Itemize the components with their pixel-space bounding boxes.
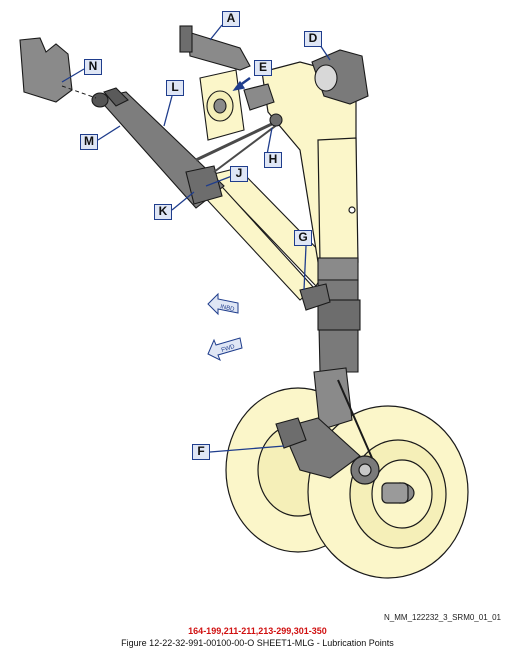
- callout-e: E: [254, 60, 272, 76]
- callout-leaders: [61, 24, 331, 453]
- leader-d: [319, 44, 331, 61]
- leader-j: [205, 175, 233, 187]
- inbd-arrow-label: INBD: [220, 304, 236, 313]
- callout-k: K: [154, 204, 172, 220]
- actuator-bracket: [185, 165, 223, 205]
- callout-m: M: [80, 134, 98, 150]
- leader-f: [209, 445, 285, 453]
- leader-m: [97, 125, 121, 141]
- inbd-arrow-shape: [207, 292, 239, 316]
- actuator-end-fitting: [91, 92, 109, 108]
- callout-f: F: [192, 444, 210, 460]
- fwd-pintle-flange: [179, 25, 193, 53]
- shock-strut: [275, 257, 373, 479]
- brake-hub-center: [358, 463, 372, 477]
- fitting-bolt: [348, 206, 356, 214]
- lock-link-rod: [213, 123, 279, 173]
- attach-fitting-centerline: [61, 85, 97, 99]
- fwd-direction-arrow: FWD: [207, 337, 243, 362]
- brake-line: [337, 379, 373, 459]
- airframe-attach-fitting: [19, 37, 73, 103]
- aft-pintle-bore: [314, 64, 338, 92]
- effectivity-range: 164-199,211-211,213-299,301-350: [188, 626, 327, 636]
- callout-a: A: [222, 11, 240, 27]
- upper-components: [179, 25, 369, 141]
- leader-k: [171, 191, 195, 211]
- retraction-actuator: [91, 87, 283, 209]
- leader-l: [163, 95, 173, 127]
- fwd-arrow-label: FWD: [221, 344, 236, 354]
- trunnion-bushing: [213, 98, 227, 114]
- strut-lower-collar: [317, 299, 361, 331]
- fwd-pintle-pin: [187, 31, 251, 71]
- callout-g: G: [294, 230, 312, 246]
- fwd-arrow-shape: [207, 337, 243, 362]
- actuator-link-rod: [195, 120, 277, 162]
- leader-a: [209, 24, 223, 41]
- actuator-rod: [103, 87, 129, 107]
- callout-h: H: [264, 152, 282, 168]
- callout-d: D: [304, 31, 322, 47]
- leader-n: [61, 68, 85, 83]
- callout-j: J: [230, 166, 248, 182]
- main-fitting-front: [317, 137, 359, 263]
- drawing-reference-code: N_MM_122232_3_SRM0_01_01: [384, 613, 501, 622]
- bogie-beam: [313, 367, 353, 431]
- leader-e-arrowhead: [232, 80, 246, 91]
- leader-g: [303, 245, 307, 291]
- callout-n: N: [84, 59, 102, 75]
- trunnion-pin: [243, 83, 275, 111]
- strut-upper-collar: [317, 257, 359, 281]
- lock-link-joint: [269, 113, 283, 127]
- axle-stub: [275, 417, 307, 449]
- torque-link: [299, 283, 331, 311]
- callout-l: L: [166, 80, 184, 96]
- inbd-direction-arrow: INBD: [207, 292, 239, 316]
- figure-caption: Figure 12-22-32-991-00100-00-O SHEET1-ML…: [121, 638, 394, 648]
- axle-cap: [381, 482, 409, 504]
